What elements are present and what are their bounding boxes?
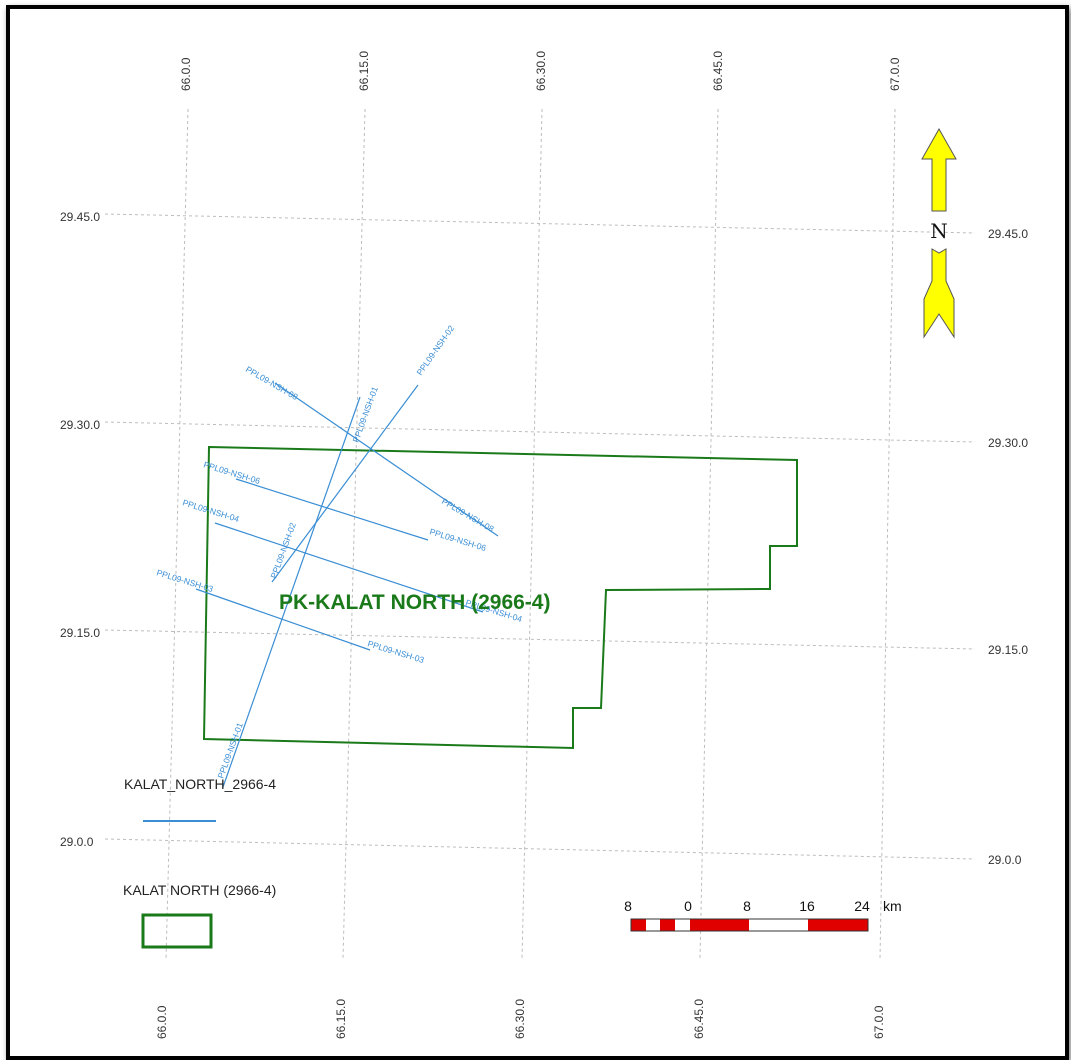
lon-tick-top: 66.45.0: [711, 51, 725, 91]
seismic-line-nsh-06[interactable]: [235, 478, 429, 541]
lat-tick-left: 29.45.0: [60, 210, 100, 224]
scale-label: 0: [684, 898, 692, 914]
seismic-line-nsh-03[interactable]: [271, 384, 419, 583]
lon-tick-top: 66.15.0: [357, 51, 371, 91]
scale-label: 24: [854, 898, 870, 914]
lon-tick-top: 67.0.0: [888, 57, 902, 91]
left-latitude-ticks: 29.45.0 29.30.0 29.15.0 29.0.0: [60, 210, 100, 849]
seismic-label: PPL09-NSH-08: [440, 496, 496, 534]
scale-label: 8: [743, 898, 751, 914]
bottom-longitude-ticks: 66.0.0 66.15.0 66.30.0 66.45.0 67.0.0: [155, 999, 886, 1039]
seismic-label: PPL09-NSH-04: [181, 497, 240, 524]
meridian-line: [699, 108, 719, 960]
seismic-labels: PPL09-NSH-01 PPL09-NSH-01 PPL09-NSH-02 P…: [155, 323, 523, 779]
seismic-label: PPL09-NSH-06: [428, 526, 487, 553]
lat-tick-right: 29.45.0: [988, 227, 1028, 241]
seismic-label: PPL09-NSH-02: [414, 323, 456, 377]
north-arrow-icon: N: [921, 127, 957, 339]
lat-tick-left: 29.0.0: [60, 835, 94, 849]
lat-tick-right: 29.30.0: [988, 436, 1028, 450]
seismic-label: PPL09-NSH-08: [244, 364, 300, 402]
lon-tick-bottom: 66.30.0: [513, 999, 527, 1039]
lat-tick-right: 29.15.0: [988, 643, 1028, 657]
seismic-line-nsh-08[interactable]: [274, 382, 499, 537]
map-canvas: 66.0.0 66.15.0 66.30.0 66.45.0 67.0.0 66…: [60, 51, 1028, 1039]
seismic-label: PPL09-NSH-06: [202, 459, 261, 486]
seismic-line-nsh-02[interactable]: [195, 588, 371, 651]
lon-tick-top: 66.0.0: [179, 57, 193, 91]
top-longitude-ticks: 66.0.0 66.15.0 66.30.0 66.45.0 67.0.0: [179, 51, 902, 91]
meridian-line: [879, 108, 896, 960]
seismic-label: PPL09-NSH-03: [366, 638, 425, 665]
parallel-line: [104, 421, 976, 443]
right-latitude-ticks: 29.45.0 29.30.0 29.15.0 29.0.0: [988, 227, 1028, 867]
seismic-line-nsh-04[interactable]: [214, 522, 484, 613]
graticule: [104, 108, 976, 960]
map-frame: 66.0.0 66.15.0 66.30.0 66.45.0 67.0.0 66…: [6, 5, 1069, 1060]
kalat-north-block-polygon[interactable]: [202, 445, 798, 750]
seismic-lines: [195, 382, 499, 788]
parallel-line: [104, 213, 976, 234]
lat-tick-left: 29.30.0: [60, 418, 100, 432]
meridian-line: [165, 108, 189, 960]
parallel-line: [104, 838, 976, 860]
meridian-line: [521, 108, 543, 960]
block-label: PK-KALAT NORTH (2966-4): [279, 591, 550, 614]
north-label: N: [930, 219, 948, 243]
legend-block-swatch: [141, 913, 213, 949]
scale-label: 16: [799, 898, 815, 914]
scale-unit: km: [883, 898, 902, 914]
legend-lines-label: KALAT_NORTH_2966-4: [124, 776, 276, 792]
scale-bar: 8 0 8 16 24 km: [624, 898, 902, 932]
parallel-line: [104, 629, 976, 650]
lon-tick-top: 66.30.0: [534, 51, 548, 91]
seismic-line-nsh-01[interactable]: [222, 396, 361, 788]
lat-tick-left: 29.15.0: [60, 626, 100, 640]
legend-block-label: KALAT NORTH (2966-4): [123, 882, 276, 898]
lat-tick-right: 29.0.0: [988, 853, 1022, 867]
seismic-label: PPL09-NSH-01: [350, 385, 380, 444]
lon-tick-bottom: 67.0.0: [872, 1005, 886, 1039]
legend: KALAT_NORTH_2966-4 KALAT NORTH (2966-4): [123, 776, 276, 949]
seismic-label: PPL09-NSH-02: [268, 521, 298, 580]
lon-tick-bottom: 66.45.0: [692, 999, 706, 1039]
scale-label: 8: [624, 898, 632, 914]
seismic-label: PPL09-NSH-01: [215, 721, 245, 780]
meridian-line: [342, 108, 366, 960]
lon-tick-bottom: 66.0.0: [155, 1005, 169, 1039]
lon-tick-bottom: 66.15.0: [334, 999, 348, 1039]
